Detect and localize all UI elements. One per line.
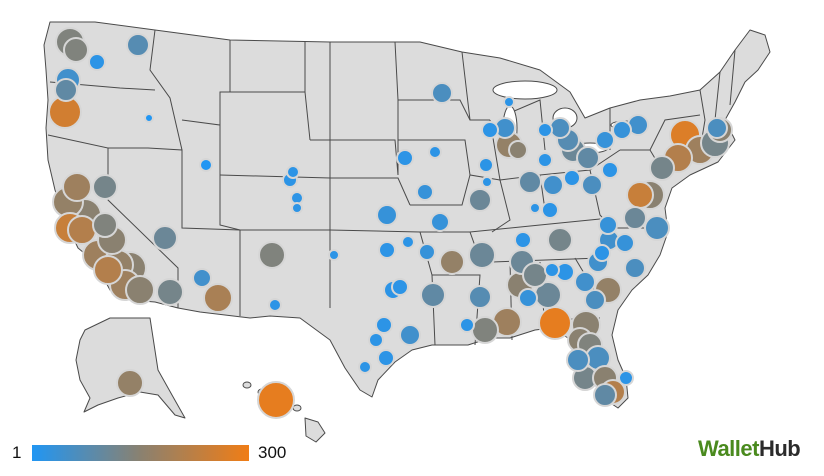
city-bubble[interactable]: [593, 244, 611, 262]
city-bubble[interactable]: [618, 370, 634, 386]
logo-hub-text: Hub: [758, 436, 801, 461]
city-bubble[interactable]: [544, 262, 560, 278]
city-bubble[interactable]: [481, 176, 493, 188]
city-bubble[interactable]: [291, 202, 303, 214]
city-bubble[interactable]: [468, 241, 496, 269]
city-bubble[interactable]: [538, 306, 572, 340]
city-bubble[interactable]: [574, 271, 596, 293]
city-bubble[interactable]: [649, 155, 675, 181]
city-bubble[interactable]: [595, 130, 615, 150]
city-bubble[interactable]: [522, 262, 548, 288]
city-bubble[interactable]: [376, 204, 398, 226]
city-bubble[interactable]: [459, 317, 475, 333]
city-bubble[interactable]: [541, 201, 559, 219]
city-bubble[interactable]: [92, 174, 118, 200]
city-bubble[interactable]: [152, 225, 178, 251]
city-bubble[interactable]: [67, 215, 97, 245]
city-bubble[interactable]: [396, 149, 414, 167]
city-bubble[interactable]: [615, 233, 635, 253]
city-bubble[interactable]: [518, 170, 542, 194]
city-bubble[interactable]: [401, 235, 415, 249]
city-bubble[interactable]: [391, 278, 409, 296]
city-bubble[interactable]: [644, 215, 670, 241]
city-bubble[interactable]: [418, 243, 436, 261]
city-bubble[interactable]: [203, 283, 233, 313]
city-bubble[interactable]: [542, 174, 564, 196]
legend-min-label: 1: [12, 443, 22, 462]
city-bubble[interactable]: [566, 348, 590, 372]
city-bubble[interactable]: [92, 212, 118, 238]
city-bubble[interactable]: [576, 146, 600, 170]
city-bubble[interactable]: [116, 369, 144, 397]
city-bubble[interactable]: [420, 282, 446, 308]
city-bubble[interactable]: [286, 165, 300, 179]
city-bubble[interactable]: [468, 285, 492, 309]
city-bubble[interactable]: [623, 206, 647, 230]
city-bubble[interactable]: [584, 289, 606, 311]
city-bubble[interactable]: [378, 241, 396, 259]
city-bubble[interactable]: [598, 215, 618, 235]
city-bubble[interactable]: [54, 78, 78, 102]
alaska-shape: [75, 317, 186, 419]
lake-superior: [492, 80, 558, 100]
city-bubbles: [48, 27, 733, 419]
city-bubble[interactable]: [481, 121, 499, 139]
city-bubble[interactable]: [93, 255, 123, 285]
city-bubble[interactable]: [328, 249, 340, 261]
city-bubble[interactable]: [581, 174, 603, 196]
city-bubble[interactable]: [192, 268, 212, 288]
city-bubble[interactable]: [258, 241, 286, 269]
city-bubble[interactable]: [428, 145, 442, 159]
city-bubble[interactable]: [529, 202, 541, 214]
city-bubble[interactable]: [430, 212, 450, 232]
city-bubble[interactable]: [375, 316, 393, 334]
city-bubble[interactable]: [126, 33, 150, 57]
city-bubble[interactable]: [478, 157, 494, 173]
city-bubble[interactable]: [593, 383, 617, 407]
city-bubble[interactable]: [368, 332, 384, 348]
city-bubble[interactable]: [399, 324, 421, 346]
city-bubble[interactable]: [549, 117, 571, 139]
city-bubble[interactable]: [468, 188, 492, 212]
city-bubble[interactable]: [144, 113, 154, 123]
city-bubble[interactable]: [471, 316, 499, 344]
city-bubble[interactable]: [626, 181, 654, 209]
interior-borders: [47, 29, 736, 346]
city-bubble[interactable]: [377, 349, 395, 367]
city-bubble[interactable]: [358, 360, 372, 374]
city-bubble[interactable]: [537, 122, 553, 138]
legend-color-scale: [32, 445, 249, 461]
city-bubble[interactable]: [199, 158, 213, 172]
city-bubble[interactable]: [439, 249, 465, 275]
city-bubble[interactable]: [125, 275, 155, 305]
city-bubble[interactable]: [547, 227, 573, 253]
city-bubble[interactable]: [537, 152, 553, 168]
wallethub-logo: WalletHub: [698, 436, 801, 462]
city-bubble[interactable]: [257, 381, 295, 419]
city-bubble[interactable]: [88, 53, 106, 71]
city-bubble[interactable]: [601, 161, 619, 179]
city-bubble[interactable]: [706, 117, 728, 139]
city-bubble[interactable]: [268, 298, 282, 312]
city-bubble[interactable]: [416, 183, 434, 201]
city-bubble[interactable]: [624, 257, 646, 279]
city-bubble[interactable]: [156, 278, 184, 306]
logo-wallet-text: Wallet: [698, 436, 759, 461]
city-bubble[interactable]: [503, 96, 515, 108]
city-bubble[interactable]: [518, 288, 538, 308]
city-bubble[interactable]: [62, 172, 92, 202]
city-bubble[interactable]: [563, 169, 581, 187]
city-bubble[interactable]: [63, 37, 89, 63]
city-bubble[interactable]: [612, 120, 632, 140]
city-bubble[interactable]: [514, 231, 532, 249]
legend-max-label: 300: [258, 443, 287, 462]
city-bubble[interactable]: [508, 140, 528, 160]
city-bubble[interactable]: [431, 82, 453, 104]
